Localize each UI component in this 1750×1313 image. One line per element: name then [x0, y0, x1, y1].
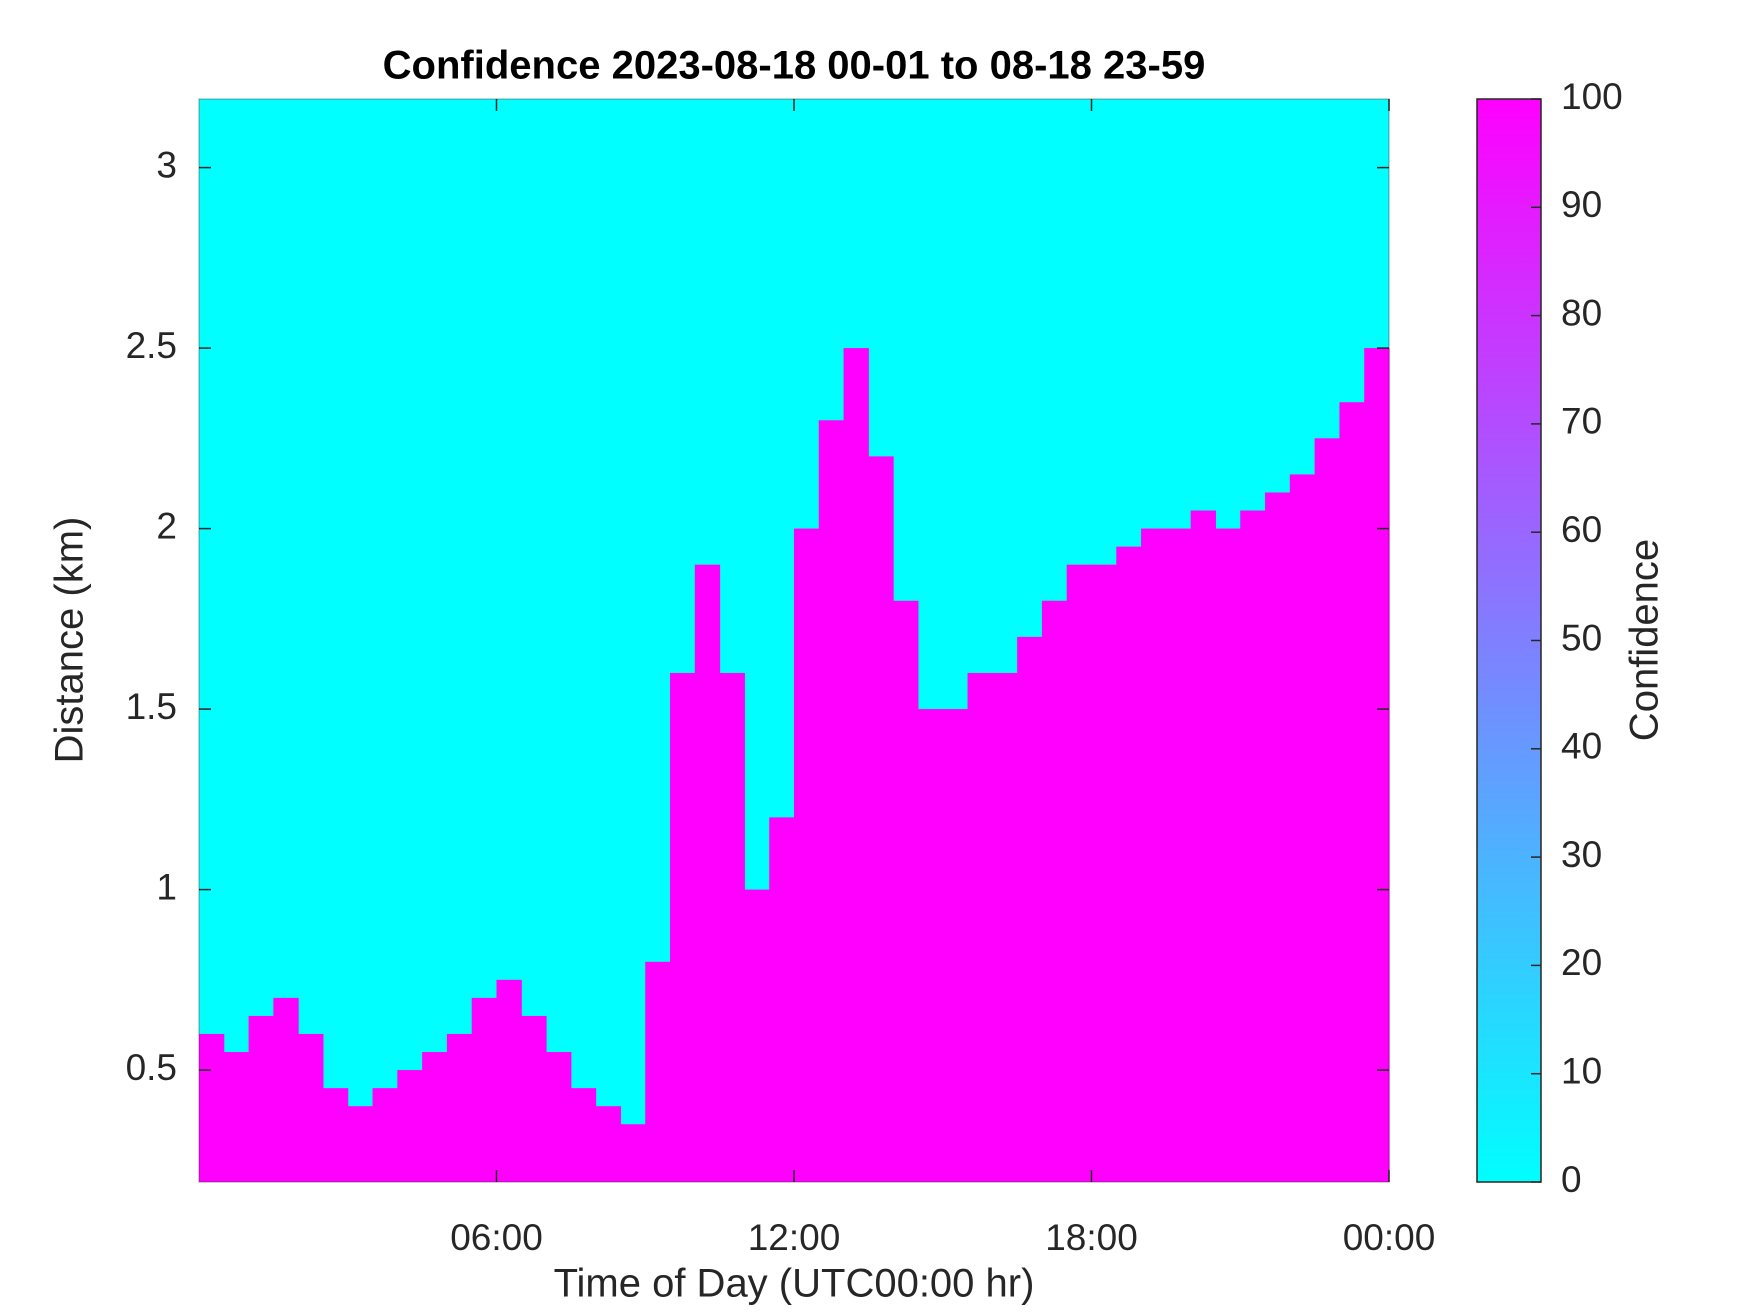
cell-column	[223, 1052, 250, 1182]
cell-column	[1017, 636, 1043, 1182]
colorbar	[1476, 98, 1542, 1183]
cell-column	[794, 528, 820, 1182]
cell-column	[496, 979, 522, 1182]
colorbar-label: Confidence	[1623, 539, 1667, 741]
cell-column	[546, 1052, 572, 1182]
colorbar-tick-label: 70	[1561, 401, 1602, 442]
cell-column	[1091, 564, 1117, 1182]
colorbar-tick-label: 60	[1561, 509, 1602, 550]
colorbar-tick-label: 0	[1561, 1159, 1582, 1200]
colorbar-tick-label: 30	[1561, 834, 1602, 875]
x-tick-label: 00:00	[1343, 1217, 1436, 1258]
cell-column	[372, 1088, 398, 1182]
colorbar-tick-label: 40	[1561, 726, 1602, 767]
y-tick-label: 3	[156, 144, 177, 185]
cell-column	[273, 997, 299, 1182]
cell-column	[446, 1033, 473, 1182]
cell-column	[298, 1033, 324, 1182]
cell-column	[1215, 528, 1241, 1182]
cell-column	[322, 1088, 349, 1182]
chart-title: Confidence 2023-08-18 00-01 to 08-18 23-…	[383, 44, 1206, 88]
colorbar-tick-label: 10	[1561, 1050, 1602, 1091]
cell-column	[893, 600, 919, 1182]
cell-column	[917, 709, 944, 1182]
cell-column	[942, 709, 969, 1182]
cell-column	[769, 817, 795, 1182]
cell-column	[422, 1052, 448, 1182]
cell-column	[744, 889, 770, 1182]
cell-column	[620, 1124, 646, 1182]
cell-column	[843, 348, 869, 1183]
x-tick-label: 12:00	[748, 1217, 841, 1258]
x-tick-label: 18:00	[1045, 1217, 1138, 1258]
cell-column	[992, 672, 1018, 1182]
cell-column	[1066, 564, 1092, 1182]
cell-column	[694, 564, 721, 1182]
y-tick-label: 1.5	[126, 686, 177, 727]
colorbar-tick-label: 50	[1561, 617, 1602, 658]
cell-column	[645, 961, 671, 1182]
cell-column	[1364, 348, 1390, 1183]
cell-column	[1289, 474, 1316, 1182]
cell-column	[1240, 510, 1266, 1182]
cell-column	[1041, 600, 1068, 1182]
cell-column	[397, 1070, 423, 1182]
cell-column	[471, 997, 497, 1182]
cell-column	[1141, 528, 1167, 1182]
cell-column	[521, 1015, 547, 1182]
cell-column	[199, 1033, 225, 1182]
y-tick-label: 2	[156, 505, 177, 546]
x-tick-label: 06:00	[450, 1217, 543, 1258]
cell-column	[1116, 546, 1142, 1182]
colorbar-tick-label: 20	[1561, 942, 1602, 983]
cell-column	[1165, 528, 1192, 1182]
cell-column	[1265, 492, 1291, 1182]
colorbar-tick-label: 90	[1561, 184, 1602, 225]
cell-column	[570, 1088, 597, 1182]
x-axis-label: Time of Day (UTC00:00 hr)	[554, 1262, 1035, 1306]
cell-column	[719, 672, 745, 1182]
cell-column	[670, 672, 696, 1182]
cell-column	[967, 672, 993, 1182]
cell-column	[1339, 402, 1365, 1182]
cell-column	[868, 456, 894, 1182]
cell-column	[248, 1015, 274, 1182]
cell-column	[347, 1106, 374, 1182]
cell-column	[818, 420, 845, 1182]
y-axis-label: Distance (km)	[48, 517, 92, 764]
colorbar-tick-label: 80	[1561, 292, 1602, 333]
cell-column	[1190, 510, 1216, 1182]
cell-column	[1314, 438, 1340, 1183]
colorbar-tick-label: 100	[1561, 76, 1623, 117]
cell-column	[595, 1106, 621, 1182]
y-tick-label: 2.5	[126, 325, 177, 366]
y-tick-label: 1	[156, 866, 177, 907]
y-tick-label: 0.5	[126, 1047, 177, 1088]
